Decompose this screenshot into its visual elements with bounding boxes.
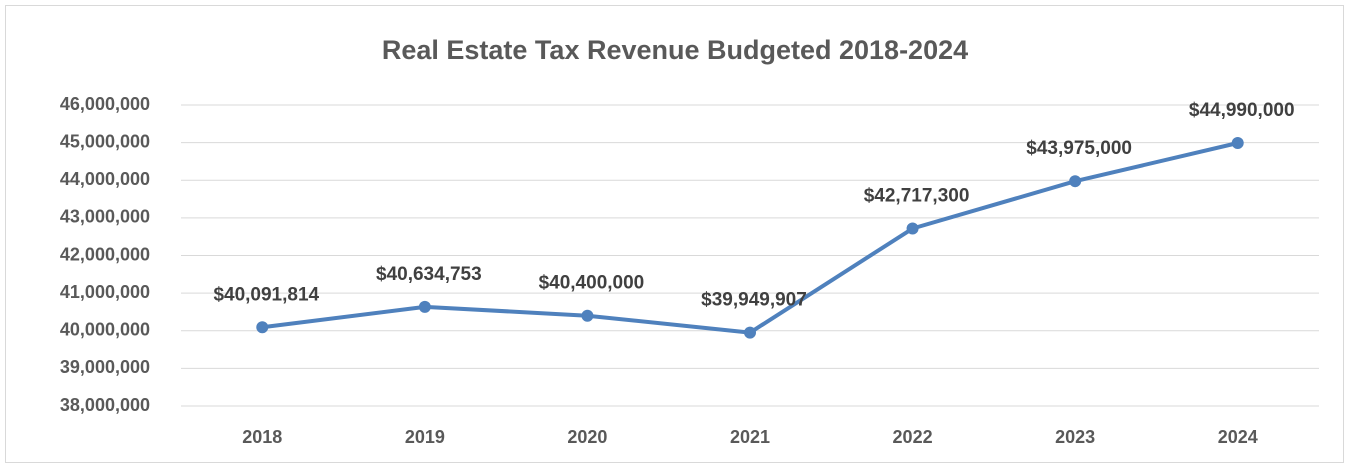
y-tick-label: 40,000,000 bbox=[60, 320, 150, 340]
y-tick-label: 43,000,000 bbox=[60, 207, 150, 227]
x-tick-label: 2020 bbox=[567, 427, 607, 447]
data-label: $40,091,814 bbox=[213, 284, 319, 305]
data-label: $40,400,000 bbox=[539, 273, 645, 294]
x-tick-label: 2023 bbox=[1055, 427, 1095, 447]
chart-border bbox=[5, 5, 1344, 463]
marker bbox=[418, 300, 431, 313]
y-tick-label: 44,000,000 bbox=[60, 169, 150, 189]
marker bbox=[256, 321, 269, 334]
x-tick-label: 2021 bbox=[730, 427, 770, 447]
y-tick-label: 46,000,000 bbox=[60, 94, 150, 114]
data-label: $39,949,907 bbox=[701, 290, 807, 311]
x-tick-label: 2022 bbox=[893, 427, 933, 447]
marker bbox=[581, 309, 594, 322]
y-tick-label: 42,000,000 bbox=[60, 244, 150, 264]
marker bbox=[906, 222, 919, 235]
y-tick-label: 39,000,000 bbox=[60, 357, 150, 377]
x-tick-label: 2024 bbox=[1218, 427, 1258, 447]
data-label: $44,990,000 bbox=[1189, 100, 1295, 121]
data-label: $42,717,300 bbox=[864, 186, 970, 207]
marker bbox=[744, 326, 756, 339]
marker bbox=[1231, 137, 1244, 150]
chart-title: Real Estate Tax Revenue Budgeted 2018-20… bbox=[382, 35, 968, 65]
y-tick-label: 38,000,000 bbox=[60, 395, 150, 415]
marker bbox=[1069, 175, 1082, 188]
data-label: $40,634,753 bbox=[376, 264, 482, 285]
x-tick-label: 2018 bbox=[242, 427, 282, 447]
data-label: $43,975,000 bbox=[1026, 138, 1132, 159]
y-tick-label: 41,000,000 bbox=[60, 282, 150, 302]
x-tick-label: 2019 bbox=[405, 427, 445, 447]
y-tick-label: 45,000,000 bbox=[60, 131, 150, 151]
